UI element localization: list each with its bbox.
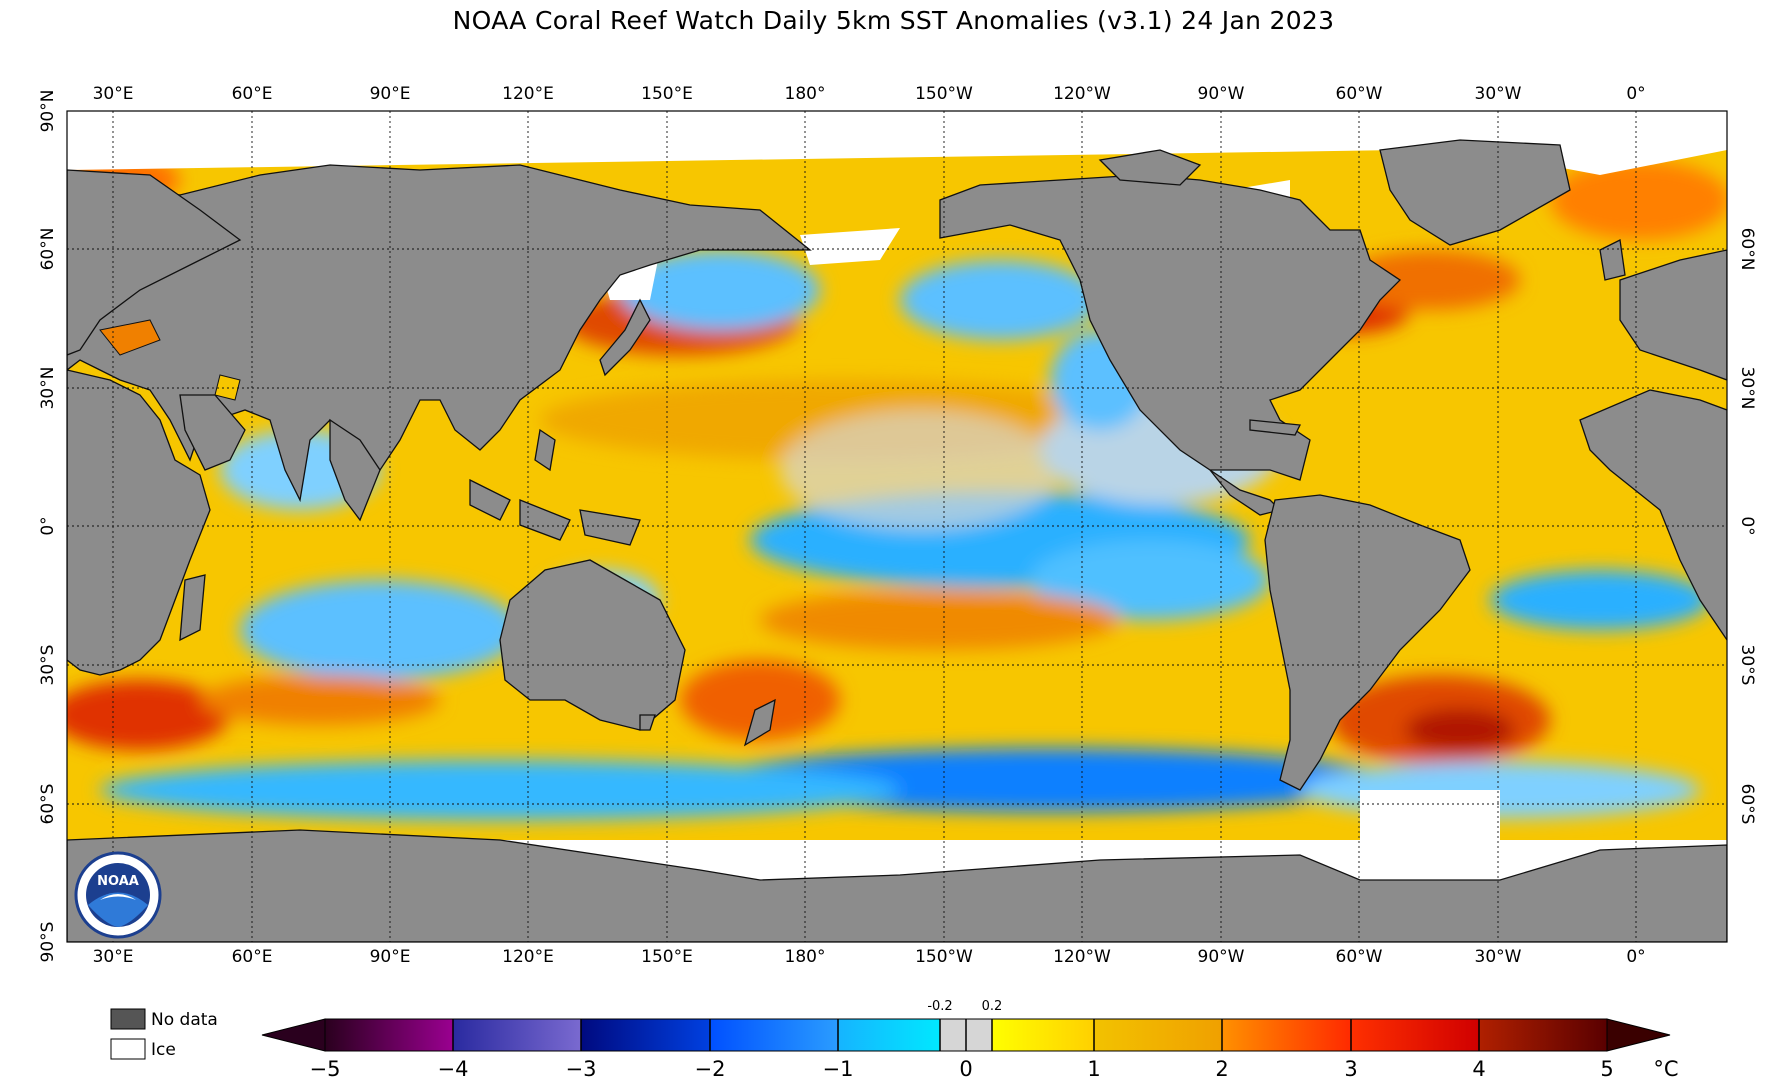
lon-label: 90°E xyxy=(370,947,411,967)
antarctica-landmass xyxy=(67,829,1727,942)
lat-label: 90°N xyxy=(38,90,58,133)
lon-label: 60°E xyxy=(232,84,273,104)
lat-label: 0° xyxy=(38,516,58,535)
colorbar-tick: 4 xyxy=(1472,1057,1485,1081)
colorbar-tick: 5 xyxy=(1600,1057,1613,1081)
lat-label: 60°S xyxy=(38,784,58,825)
lon-labels-top: 30°E 60°E 90°E 120°E 150°E 180° 150°W 12… xyxy=(93,84,1646,104)
colorbar-tick: 0 xyxy=(959,1057,972,1081)
colorbar-small-tick: 0.2 xyxy=(982,999,1003,1014)
japan xyxy=(599,298,651,377)
colorbar-tick: −2 xyxy=(695,1057,726,1081)
lat-label: 30°N xyxy=(38,367,58,410)
colorbar-unit: °C xyxy=(1653,1057,1678,1081)
no-data-swatch xyxy=(110,1008,146,1030)
map-frame xyxy=(66,110,1728,943)
colorbar-tick: −1 xyxy=(823,1057,854,1081)
lon-label: 90°W xyxy=(1198,947,1245,967)
colorbar: -0.2 0.2 −5 −4 −3 −2 −1 0 1 2 3 4 5 °C xyxy=(261,999,1679,1081)
sst-anomaly-patches xyxy=(67,155,1727,820)
lon-label: 60°W xyxy=(1336,84,1383,104)
colorbar-tick: 2 xyxy=(1215,1057,1228,1081)
lat-label: 30°S xyxy=(38,645,58,686)
logo-text: NOAA xyxy=(97,874,139,889)
north-america-landmass xyxy=(939,174,1402,481)
data-legend: No data Ice xyxy=(110,1008,218,1060)
arctic-islands xyxy=(1098,149,1202,186)
lon-label: 60°W xyxy=(1336,947,1383,967)
lat-labels-right: 60°N 30°N 0° 30°S 60°S xyxy=(1737,228,1757,825)
lon-label: 60°E xyxy=(232,947,273,967)
lon-label: 120°W xyxy=(1053,947,1111,967)
lon-label: 90°E xyxy=(370,84,411,104)
lat-label: 60°S xyxy=(1737,784,1757,825)
lon-label: 0° xyxy=(1626,947,1645,967)
colorbar-tick: −5 xyxy=(310,1057,341,1081)
lon-label: 120°E xyxy=(502,84,554,104)
colorbar-tick: −3 xyxy=(566,1057,597,1081)
cuba xyxy=(1249,419,1302,436)
ice-swatch xyxy=(110,1038,146,1060)
graticule xyxy=(67,111,1727,942)
lat-label: 90°S xyxy=(38,922,58,963)
lon-label: 30°W xyxy=(1475,84,1522,104)
madagascar xyxy=(179,574,206,642)
lat-label: 60°N xyxy=(38,228,58,271)
south-america-landmass xyxy=(1264,494,1471,791)
colorbar-tick: 1 xyxy=(1087,1057,1100,1081)
lon-label: 0° xyxy=(1626,84,1645,104)
lon-label: 90°W xyxy=(1198,84,1245,104)
lon-label: 150°E xyxy=(641,947,693,967)
africa-landmass xyxy=(67,369,211,676)
colorbar-tick: 3 xyxy=(1344,1057,1357,1081)
lat-label: 30°N xyxy=(1737,367,1757,410)
africa-west xyxy=(1579,389,1727,642)
british-isles xyxy=(1599,239,1626,281)
colorbar-tick: −4 xyxy=(438,1057,469,1081)
inland-seas xyxy=(99,319,241,401)
colorbar-small-tick: -0.2 xyxy=(927,999,952,1014)
lon-label: 120°W xyxy=(1053,84,1111,104)
noaa-logo: NOAA xyxy=(74,851,162,939)
lon-labels-bottom: 30°E 60°E 90°E 120°E 150°E 180° 150°W 12… xyxy=(93,947,1646,967)
colorbar-high-arrow xyxy=(1606,1018,1671,1052)
lon-label: 150°E xyxy=(641,84,693,104)
lon-label: 180° xyxy=(785,947,826,967)
lon-label: 150°W xyxy=(915,84,973,104)
lat-label: 30°S xyxy=(1737,645,1757,686)
lon-label: 30°E xyxy=(93,947,134,967)
lon-label: 120°E xyxy=(502,947,554,967)
new-zealand xyxy=(743,698,776,747)
europe-landmass xyxy=(1619,249,1727,381)
australia-landmass xyxy=(499,559,686,731)
ice-label: Ice xyxy=(151,1040,176,1060)
lat-label: 0° xyxy=(1737,516,1757,535)
india xyxy=(329,418,381,522)
map-title: NOAA Coral Reef Watch Daily 5km SST Anom… xyxy=(452,6,1335,35)
tasmania xyxy=(639,714,656,731)
greenland xyxy=(1379,139,1571,246)
lon-label: 30°E xyxy=(93,84,134,104)
lon-label: 30°W xyxy=(1475,947,1522,967)
lon-label: 180° xyxy=(785,84,826,104)
lat-label: 60°N xyxy=(1737,228,1757,271)
no-data-label: No data xyxy=(151,1010,218,1030)
lon-label: 150°W xyxy=(915,947,973,967)
colorbar-low-arrow xyxy=(261,1018,326,1052)
lat-labels-left: 90°N 60°N 30°N 0° 30°S 60°S 90°S xyxy=(38,90,58,963)
